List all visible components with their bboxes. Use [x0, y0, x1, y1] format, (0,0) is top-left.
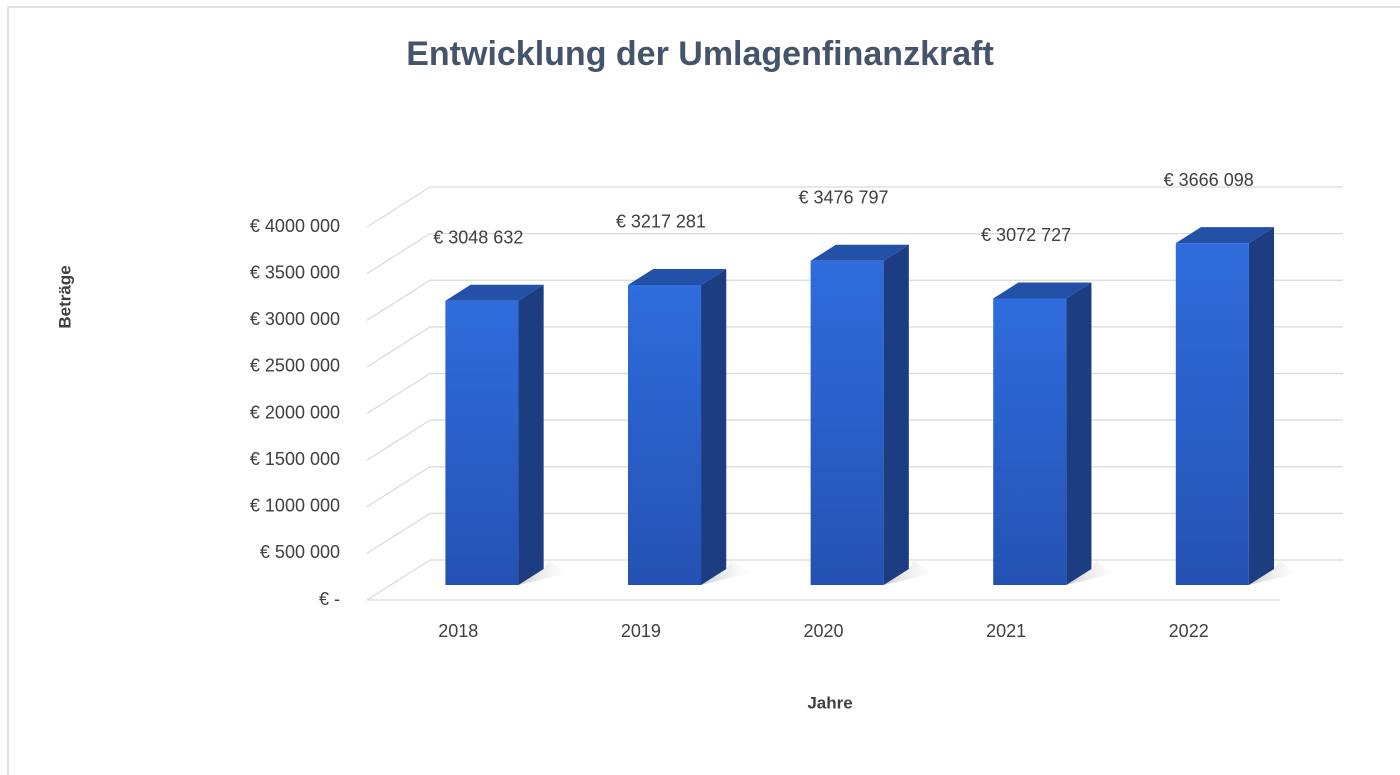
- y-tick-label: € 500 000: [260, 542, 340, 562]
- side-grid-line: [366, 559, 431, 601]
- y-tick-label: € 1000 000: [250, 496, 340, 516]
- bar-side: [883, 244, 909, 585]
- y-tick-label: € 2500 000: [250, 356, 340, 376]
- bar: [445, 300, 519, 585]
- value-label: € 3217 281: [616, 212, 706, 232]
- chart-title: Entwicklung der Umlagenfinanzkraft: [406, 35, 994, 73]
- value-label: € 3666 098: [1164, 170, 1254, 190]
- value-label: € 3072 727: [981, 225, 1071, 245]
- side-grid-line: [366, 186, 431, 228]
- y-axis-label: Beträge: [55, 265, 74, 328]
- y-tick-label: € 2000 000: [250, 402, 340, 422]
- side-grid-line: [366, 466, 431, 508]
- side-grid-line: [366, 279, 431, 321]
- x-tick-label: 2022: [1169, 621, 1209, 641]
- x-axis-label: Jahre: [807, 693, 852, 712]
- value-label: € 3048 632: [433, 227, 523, 247]
- bar-shadow: [883, 561, 934, 585]
- bar: [810, 260, 884, 585]
- bar: [1175, 243, 1249, 586]
- bar-shadow: [701, 561, 752, 585]
- bar-top: [628, 268, 727, 285]
- y-tick-label: € 1500 000: [250, 449, 340, 469]
- value-label: € 3476 797: [798, 188, 888, 208]
- bar-top: [1175, 227, 1275, 244]
- y-tick-label: € -: [319, 589, 340, 609]
- frame: [7, 6, 1400, 775]
- bar-top: [445, 284, 544, 301]
- bar-shadow: [1066, 561, 1117, 585]
- side-grid-line: [366, 512, 431, 554]
- bar-side: [1066, 282, 1092, 585]
- side-grid-line: [366, 372, 431, 415]
- bar-side: [701, 268, 727, 585]
- bar-shadow: [1248, 561, 1299, 585]
- bar-side: [518, 284, 544, 585]
- bar-side: [1248, 227, 1275, 586]
- x-tick-label: 2019: [621, 621, 661, 641]
- x-tick-label: 2021: [986, 621, 1026, 641]
- bar-top: [810, 244, 909, 261]
- y-tick-label: € 3000 000: [250, 309, 340, 329]
- side-grid-line: [366, 233, 431, 275]
- x-tick-label: 2020: [803, 621, 843, 641]
- side-grid-line: [366, 419, 431, 461]
- y-tick-label: € 3500 000: [250, 262, 340, 282]
- bar: [993, 298, 1067, 585]
- bar-top: [993, 282, 1092, 299]
- bar: [628, 284, 702, 585]
- x-tick-label: 2018: [438, 621, 478, 641]
- bar-shadow: [518, 561, 569, 585]
- side-grid-line: [366, 326, 431, 368]
- y-tick-label: € 4000 000: [250, 216, 340, 236]
